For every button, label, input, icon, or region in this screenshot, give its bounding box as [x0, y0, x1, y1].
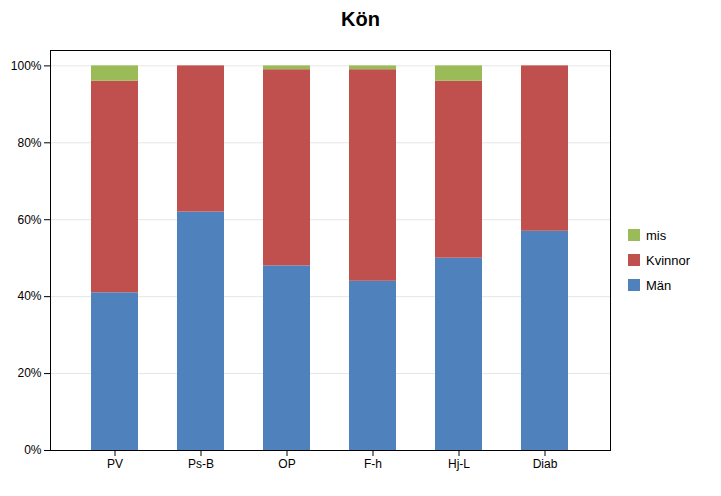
svg-text:100%: 100%	[11, 59, 42, 73]
svg-text:OP: OP	[278, 457, 295, 471]
svg-text:Diab: Diab	[533, 457, 558, 471]
svg-text:F-h: F-h	[364, 457, 382, 471]
svg-text:Hj-L: Hj-L	[448, 457, 470, 471]
svg-text:60%: 60%	[17, 213, 41, 227]
svg-text:80%: 80%	[17, 136, 41, 150]
svg-text:Ps-B: Ps-B	[188, 457, 214, 471]
svg-text:PV: PV	[107, 457, 123, 471]
html-text:Kön: Kön	[341, 8, 380, 30]
html-text:mis: mis	[646, 227, 667, 243]
svg-text:40%: 40%	[17, 289, 41, 303]
html-text:Kvinnor: Kvinnor	[646, 252, 691, 268]
html-text:Män: Män	[646, 277, 672, 293]
svg-text:0%: 0%	[24, 443, 42, 457]
svg-text:20%: 20%	[17, 366, 41, 380]
